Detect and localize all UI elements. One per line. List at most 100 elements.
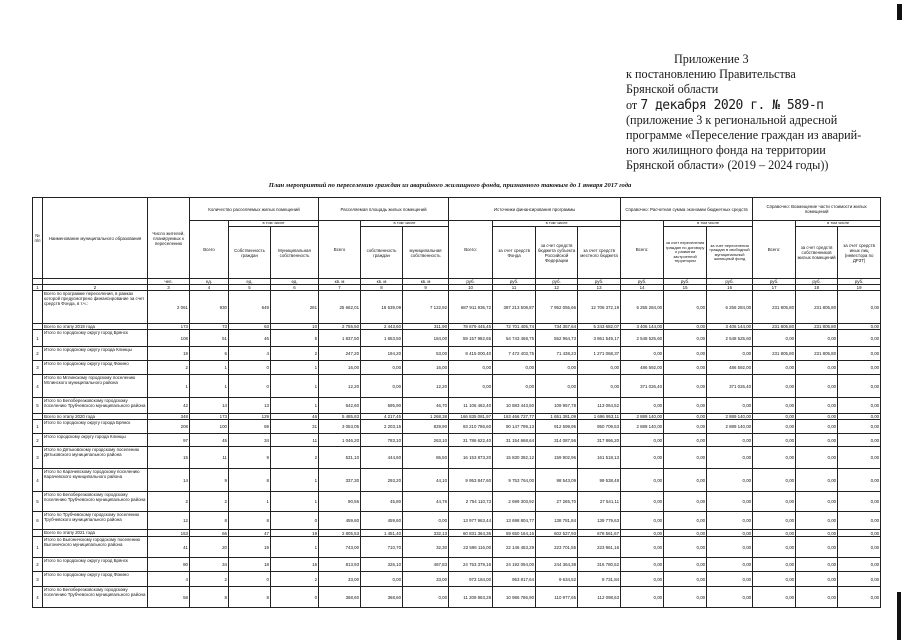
value-cell-col-9: 16,00	[402, 360, 450, 375]
value-cell-col-7: 3 053,05	[318, 419, 362, 434]
value-cell-col-12: 138 781,84	[535, 511, 579, 530]
value-cell-col-15: 0,00	[663, 374, 708, 398]
header-c15: за счет переселения граждан по договору …	[663, 226, 708, 279]
value-cell-col-17: 0,00	[752, 360, 797, 375]
value-cell-col-10: 2 754 110,73	[448, 491, 494, 512]
table-row: 3 Итого по городскому округу город Фокино…	[32, 571, 882, 587]
value-cell-col-16: 0,00	[706, 586, 754, 608]
value-cell-col-3: 4	[147, 571, 190, 587]
value-cell-col-8: 326,10	[360, 557, 404, 572]
value-cell-col-10: 11 209 863,28	[448, 586, 494, 608]
value-cell-col-11: 387 213 508,87	[492, 290, 537, 324]
value-cell-col-18: 231 805,80	[795, 290, 839, 324]
value-cell-col-9: 0,00	[402, 511, 450, 530]
value-cell-col-6: 1	[269, 468, 320, 492]
value-cell-col-12: 9 634,52	[535, 571, 579, 587]
value-cell-col-12: 109 957,78	[535, 397, 579, 414]
value-cell-col-14: 371 026,40	[620, 374, 665, 398]
value-cell-col-15: 0,00	[663, 571, 708, 587]
municipality-name: Итого по городскому округу город Фокино	[42, 360, 148, 375]
value-cell-col-6: 2	[269, 571, 320, 587]
appendix-line: к постановлению Правительства	[626, 67, 796, 82]
value-cell-col-10: 59 157 982,65	[448, 329, 494, 347]
value-cell-col-3: 42	[147, 397, 190, 414]
value-cell-col-10: 0,00	[448, 360, 494, 375]
value-cell-col-11: 24 192 094,00	[492, 557, 537, 572]
value-cell-col-7: 337,30	[318, 468, 362, 492]
header-c8: собственность граждан	[360, 226, 404, 279]
value-cell-col-7: 459,60	[318, 511, 362, 530]
header-finance-group: Источники финансирования программы	[448, 197, 622, 221]
value-cell-col-5: 1	[228, 491, 271, 512]
appendix-title: Приложение 3	[674, 52, 749, 66]
value-cell-col-7: 743,00	[318, 536, 362, 558]
value-cell-col-4: 100	[189, 419, 229, 434]
value-cell-col-14: 2 548 525,60	[620, 329, 665, 347]
table-row: 4 Итого по Карачевскому городскому поселе…	[32, 468, 882, 492]
table-row: Всего по программе переселения, в рамках…	[32, 290, 882, 324]
value-cell-col-4: 11	[189, 446, 229, 469]
value-cell-col-14: 0,00	[620, 557, 665, 572]
header-c5: Собственность граждан	[228, 226, 271, 279]
municipality-name: Итого по Карачевскому городскому поселен…	[42, 468, 148, 492]
table-row: 1 Итого по Выгоничскому городскому поселе…	[32, 536, 882, 558]
value-cell-col-7: 531,10	[318, 446, 362, 469]
value-cell-col-4: 51	[189, 329, 229, 347]
municipality-name: Итого городскому округу города Клинцы	[42, 433, 148, 447]
value-cell-col-13: 1 271 068,37	[577, 346, 622, 361]
municipality-name: Итого по Мглинскому городскому поселению…	[42, 374, 148, 398]
value-cell-col-11: 15 830 392,12	[492, 446, 537, 469]
value-cell-col-9: 32,30	[402, 536, 450, 558]
value-cell-col-18: 0,00	[795, 374, 839, 398]
value-cell-col-9: 86,50	[402, 446, 450, 469]
municipality-name: Итого по Белоберезковскому городскому по…	[42, 491, 148, 512]
value-cell-col-19: 0,00	[837, 511, 882, 530]
value-cell-col-5: 649	[228, 290, 271, 324]
value-cell-col-13: 27 541,11	[577, 491, 622, 512]
value-cell-col-12: 244 364,38	[535, 557, 579, 572]
municipality-name: Всего по программе переселения, в рамках…	[42, 290, 148, 324]
value-cell-col-14: 486 592,00	[620, 360, 665, 375]
value-cell-col-19: 0,00	[837, 536, 882, 558]
value-cell-col-10: 973 184,00	[448, 571, 494, 587]
value-cell-col-9: 46,70	[402, 397, 450, 414]
value-cell-col-15: 0,00	[663, 419, 708, 434]
value-cell-col-5: 8	[228, 511, 271, 530]
value-cell-col-13: 12 706 372,19	[577, 290, 622, 324]
value-cell-col-11: 13 698 804,77	[492, 511, 537, 530]
value-cell-col-11: 9 753 764,00	[492, 468, 537, 492]
value-cell-col-12: 110 977,65	[535, 586, 579, 608]
value-cell-col-17: 231 805,80	[752, 346, 797, 361]
value-cell-col-16: 0,00	[706, 536, 754, 558]
appendix-line: программе «Переселение граждан из аварий…	[626, 128, 862, 143]
value-cell-col-18: 0,00	[795, 571, 839, 587]
value-cell-col-4: 45	[189, 433, 229, 447]
municipality-name: Всего по этапу 2021 года	[42, 529, 148, 537]
value-cell-col-5: 19	[228, 536, 271, 558]
table-row: 1 Итого по городскому округу города Брянс…	[32, 419, 882, 434]
value-cell-col-10: 60 831 364,36	[448, 529, 494, 537]
municipality-name: Итого по городскому округу города Брянск	[42, 419, 148, 434]
row-number	[32, 290, 43, 324]
header-savings-group: Справочно: Расчетная сумма экономии бюдж…	[620, 197, 754, 221]
value-cell-col-4: 34	[189, 557, 229, 572]
appendix-date-line: от 7 декабря 2020 г. № 589-п	[626, 98, 896, 113]
value-cell-col-17: 0,00	[752, 557, 797, 572]
value-cell-col-15: 0,00	[663, 511, 708, 530]
value-cell-col-8: 0,00	[360, 571, 404, 587]
table-row: 4 Итого по Белоберезковскому городскому п…	[32, 586, 882, 608]
row-number: 4	[32, 586, 43, 608]
table-row: 5 Итого по Белоберезковскому городскому п…	[32, 397, 882, 414]
header-compensation-group: Справочно: Возмещение части стоимости жи…	[752, 197, 882, 221]
table-row: 3 Итого по городскому округу город Фокино…	[32, 360, 882, 375]
appendix-line: (приложение 3 к региональной адресной	[626, 112, 838, 127]
value-cell-col-6: 1	[269, 374, 320, 398]
value-cell-col-16: 0,00	[706, 397, 754, 414]
table-row: 4 Итого по Мглинскому городскому поселени…	[32, 374, 882, 398]
table-row: Всего по этапу 2019 года 173 73 63 10 2 755,5…	[32, 323, 882, 330]
header-c11: за счет средств Фонда	[492, 226, 537, 279]
table-row: 3 Итого по Дятьковскому городскому поселе…	[32, 446, 882, 469]
table-row: 2 Итого городскому округу города Клинцы 97…	[32, 433, 882, 447]
value-cell-col-11: 2 699 303,92	[492, 491, 537, 512]
value-cell-col-7: 1 046,20	[318, 433, 362, 447]
